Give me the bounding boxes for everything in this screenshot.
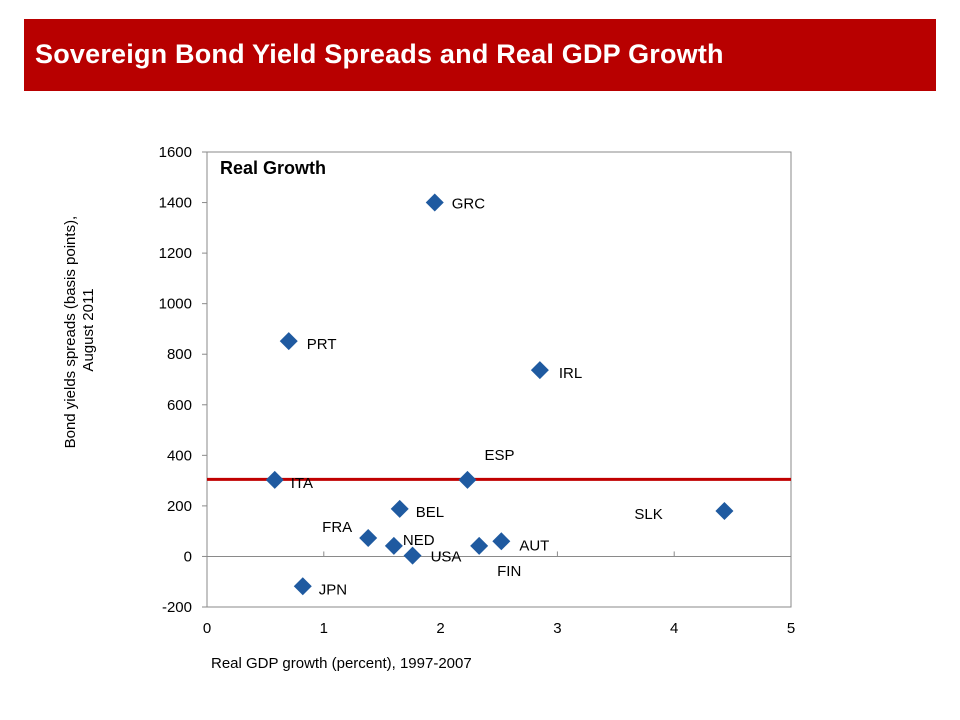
title-banner: Sovereign Bond Yield Spreads and Real GD… [24,19,936,91]
data-point-aut [492,532,511,551]
y-tick-label: 400 [167,447,192,464]
data-point-ned [384,536,403,555]
data-label-grc: GRC [452,196,486,213]
data-label-usa: USA [431,549,462,566]
data-label-jpn: JPN [319,581,347,598]
y-axis-label: Bond yields spreads (basis points), Augu… [62,212,97,449]
data-point-jpn [293,577,312,596]
chart-title: Real Growth [220,158,326,178]
data-label-bel: BEL [416,504,444,521]
data-label-irl: IRL [559,365,582,382]
y-axis-label-line-1: Bond yields spreads (basis points), [62,216,79,449]
x-tick-label: 3 [553,620,561,637]
y-tick-label: 200 [167,498,192,515]
data-label-ita: ITA [291,475,313,492]
x-tick-label: 4 [670,620,678,637]
data-point-slk [715,501,734,520]
data-label-slk: SLK [634,506,662,523]
data-label-esp: ESP [484,447,514,464]
plot-frame [206,151,792,608]
data-label-prt: PRT [307,336,337,353]
data-label-aut: AUT [519,537,549,554]
data-point-usa [403,546,422,565]
slide-title: Sovereign Bond Yield Spreads and Real GD… [35,39,724,69]
data-point-fin [470,536,489,555]
data-point-grc [425,193,444,212]
x-axis-label: Real GDP growth (percent), 1997-2007 [211,655,472,672]
data-point-irl [530,361,549,380]
data-label-ned: NED [403,532,435,549]
x-tick-label: 5 [787,620,795,637]
y-axis-label-line-2: August 2011 [80,288,97,371]
x-tick-label: 0 [203,620,211,637]
y-tick-label: -200 [162,599,192,616]
y-tick-label: 1600 [159,144,192,161]
data-point-prt [279,332,298,351]
y-tick-label: 1400 [159,195,192,212]
data-point-bel [390,499,409,518]
y-tick-label: 600 [167,397,192,414]
x-tick-label: 1 [320,620,328,637]
y-tick-label: 0 [184,548,192,565]
data-label-fin: FIN [497,563,521,580]
data-point-esp [458,470,477,489]
data-point-fra [359,528,378,547]
data-point-ita [265,470,284,489]
y-tick-label: 1000 [159,296,192,313]
data-label-fra: FRA [322,519,352,536]
y-tick-label: 1200 [159,245,192,262]
x-tick-label: 2 [436,620,444,637]
y-tick-label: 800 [167,346,192,363]
